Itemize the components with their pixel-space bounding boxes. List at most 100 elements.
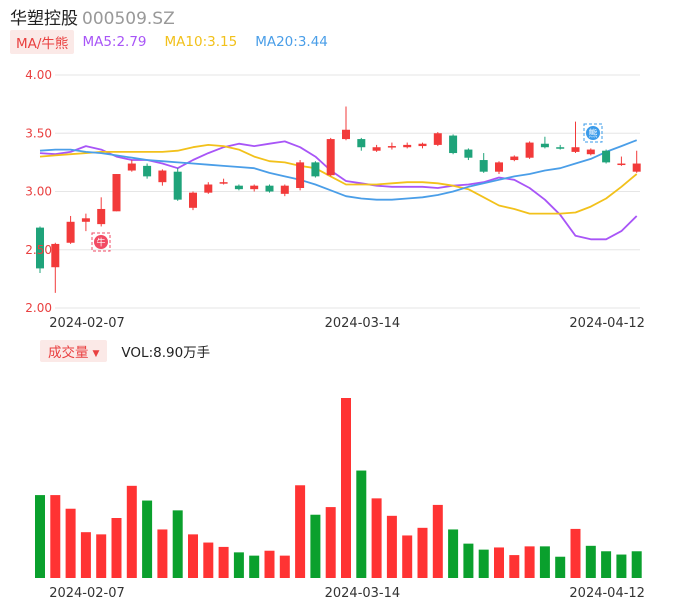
candle-body	[173, 171, 182, 200]
volume-bar	[417, 527, 428, 578]
candle-body	[403, 144, 412, 148]
marker-frame	[583, 123, 603, 143]
candle-body	[495, 162, 503, 172]
volume-bar	[157, 529, 168, 578]
candle-body	[219, 182, 228, 184]
volume-x-tick-label: 2024-04-12	[569, 586, 645, 601]
candle-body	[449, 135, 458, 154]
candle	[189, 191, 197, 211]
volume-bar	[279, 555, 290, 578]
candle	[479, 153, 488, 173]
volume-bar	[555, 556, 566, 578]
candle-body	[250, 185, 259, 190]
candle-body	[418, 143, 427, 147]
volume-bar	[188, 534, 198, 578]
candle	[296, 160, 305, 191]
volume-bar	[463, 543, 474, 578]
volume-bar	[539, 546, 550, 578]
volume-bar	[96, 534, 107, 578]
price-grid	[55, 74, 640, 309]
candle-body	[127, 163, 136, 171]
candle	[250, 184, 259, 192]
candle-body	[189, 192, 197, 208]
candle-body	[234, 185, 243, 190]
volume-bar	[111, 518, 122, 578]
volume-bar	[524, 546, 535, 578]
candle	[357, 137, 366, 151]
candle	[449, 134, 458, 155]
marker-label: 熊	[588, 128, 597, 140]
candle-body	[433, 133, 442, 145]
ma10-label: MA10:3.15	[164, 34, 238, 50]
price-y-axis: 4.00 3.50 3.00 2.50 2.00	[25, 68, 52, 315]
candle-body	[311, 162, 320, 177]
stock-name: 华塑控股	[10, 9, 78, 29]
candle	[265, 184, 274, 193]
indicator-selector[interactable]: MA/牛熊	[10, 30, 75, 54]
candle	[234, 184, 243, 191]
candle	[97, 197, 106, 227]
candle	[158, 169, 167, 186]
x-tick-label: 2024-03-14	[325, 316, 401, 331]
volume-bar	[631, 551, 642, 578]
candle	[495, 161, 503, 175]
volume-bar	[402, 535, 413, 578]
volume-bar	[233, 552, 244, 578]
volume-bar	[509, 555, 520, 578]
volume-bar	[570, 528, 581, 578]
y-tick-label: 4.00	[25, 68, 52, 82]
candle-body	[143, 165, 152, 177]
volume-bar	[386, 515, 397, 578]
volume-indicator-selector[interactable]: 成交量 ▼	[40, 340, 108, 362]
marker-frame	[91, 232, 111, 252]
candle-body	[510, 156, 519, 161]
ma-legend: MA/牛熊 MA5:2.79 MA10:3.15 MA20:3.44	[10, 30, 346, 54]
candle-body	[296, 162, 305, 189]
candle	[602, 149, 611, 164]
candle	[280, 184, 289, 197]
price-x-axis: 2024-02-07 2024-03-14 2024-04-12	[49, 316, 645, 331]
ma5-line	[39, 140, 638, 241]
candle-body	[265, 185, 274, 192]
candle	[143, 163, 152, 179]
candle	[219, 178, 228, 185]
volume-value: VOL:8.90万手	[121, 345, 211, 361]
volume-bar	[249, 555, 260, 578]
volume-bar	[356, 470, 367, 578]
candle	[510, 155, 519, 162]
volume-bar	[142, 500, 153, 578]
volume-x-tick-label: 2024-02-07	[49, 586, 125, 601]
candle	[311, 161, 320, 178]
volume-x-tick-label: 2024-03-14	[325, 586, 401, 601]
volume-bar	[203, 542, 214, 578]
volume-bar	[478, 549, 489, 578]
signal-markers: 牛熊	[91, 123, 603, 252]
ma-lines	[39, 139, 638, 241]
volume-bar	[448, 529, 459, 578]
candle	[173, 168, 182, 201]
candle-body	[326, 139, 335, 176]
candle	[617, 156, 626, 166]
candle-body	[112, 174, 121, 212]
candle	[112, 174, 121, 212]
ma10-line	[39, 143, 638, 215]
volume-bar	[35, 495, 45, 578]
y-tick-label: 2.50	[25, 243, 52, 257]
candle	[342, 106, 350, 141]
candle-body	[51, 243, 60, 268]
bear-signal-icon: 熊	[583, 123, 603, 143]
x-tick-label: 2024-02-07	[49, 316, 125, 331]
candle	[66, 215, 75, 244]
candles	[36, 106, 641, 293]
candle-body	[540, 143, 549, 148]
candle-body	[36, 227, 44, 269]
stock-code: 000509.SZ	[82, 9, 175, 29]
candle	[372, 144, 381, 152]
candle-body	[357, 139, 366, 148]
volume-bar	[494, 547, 504, 578]
candle	[586, 148, 595, 156]
volume-bar	[218, 546, 229, 578]
volume-bar	[295, 485, 306, 578]
candle	[204, 182, 213, 194]
